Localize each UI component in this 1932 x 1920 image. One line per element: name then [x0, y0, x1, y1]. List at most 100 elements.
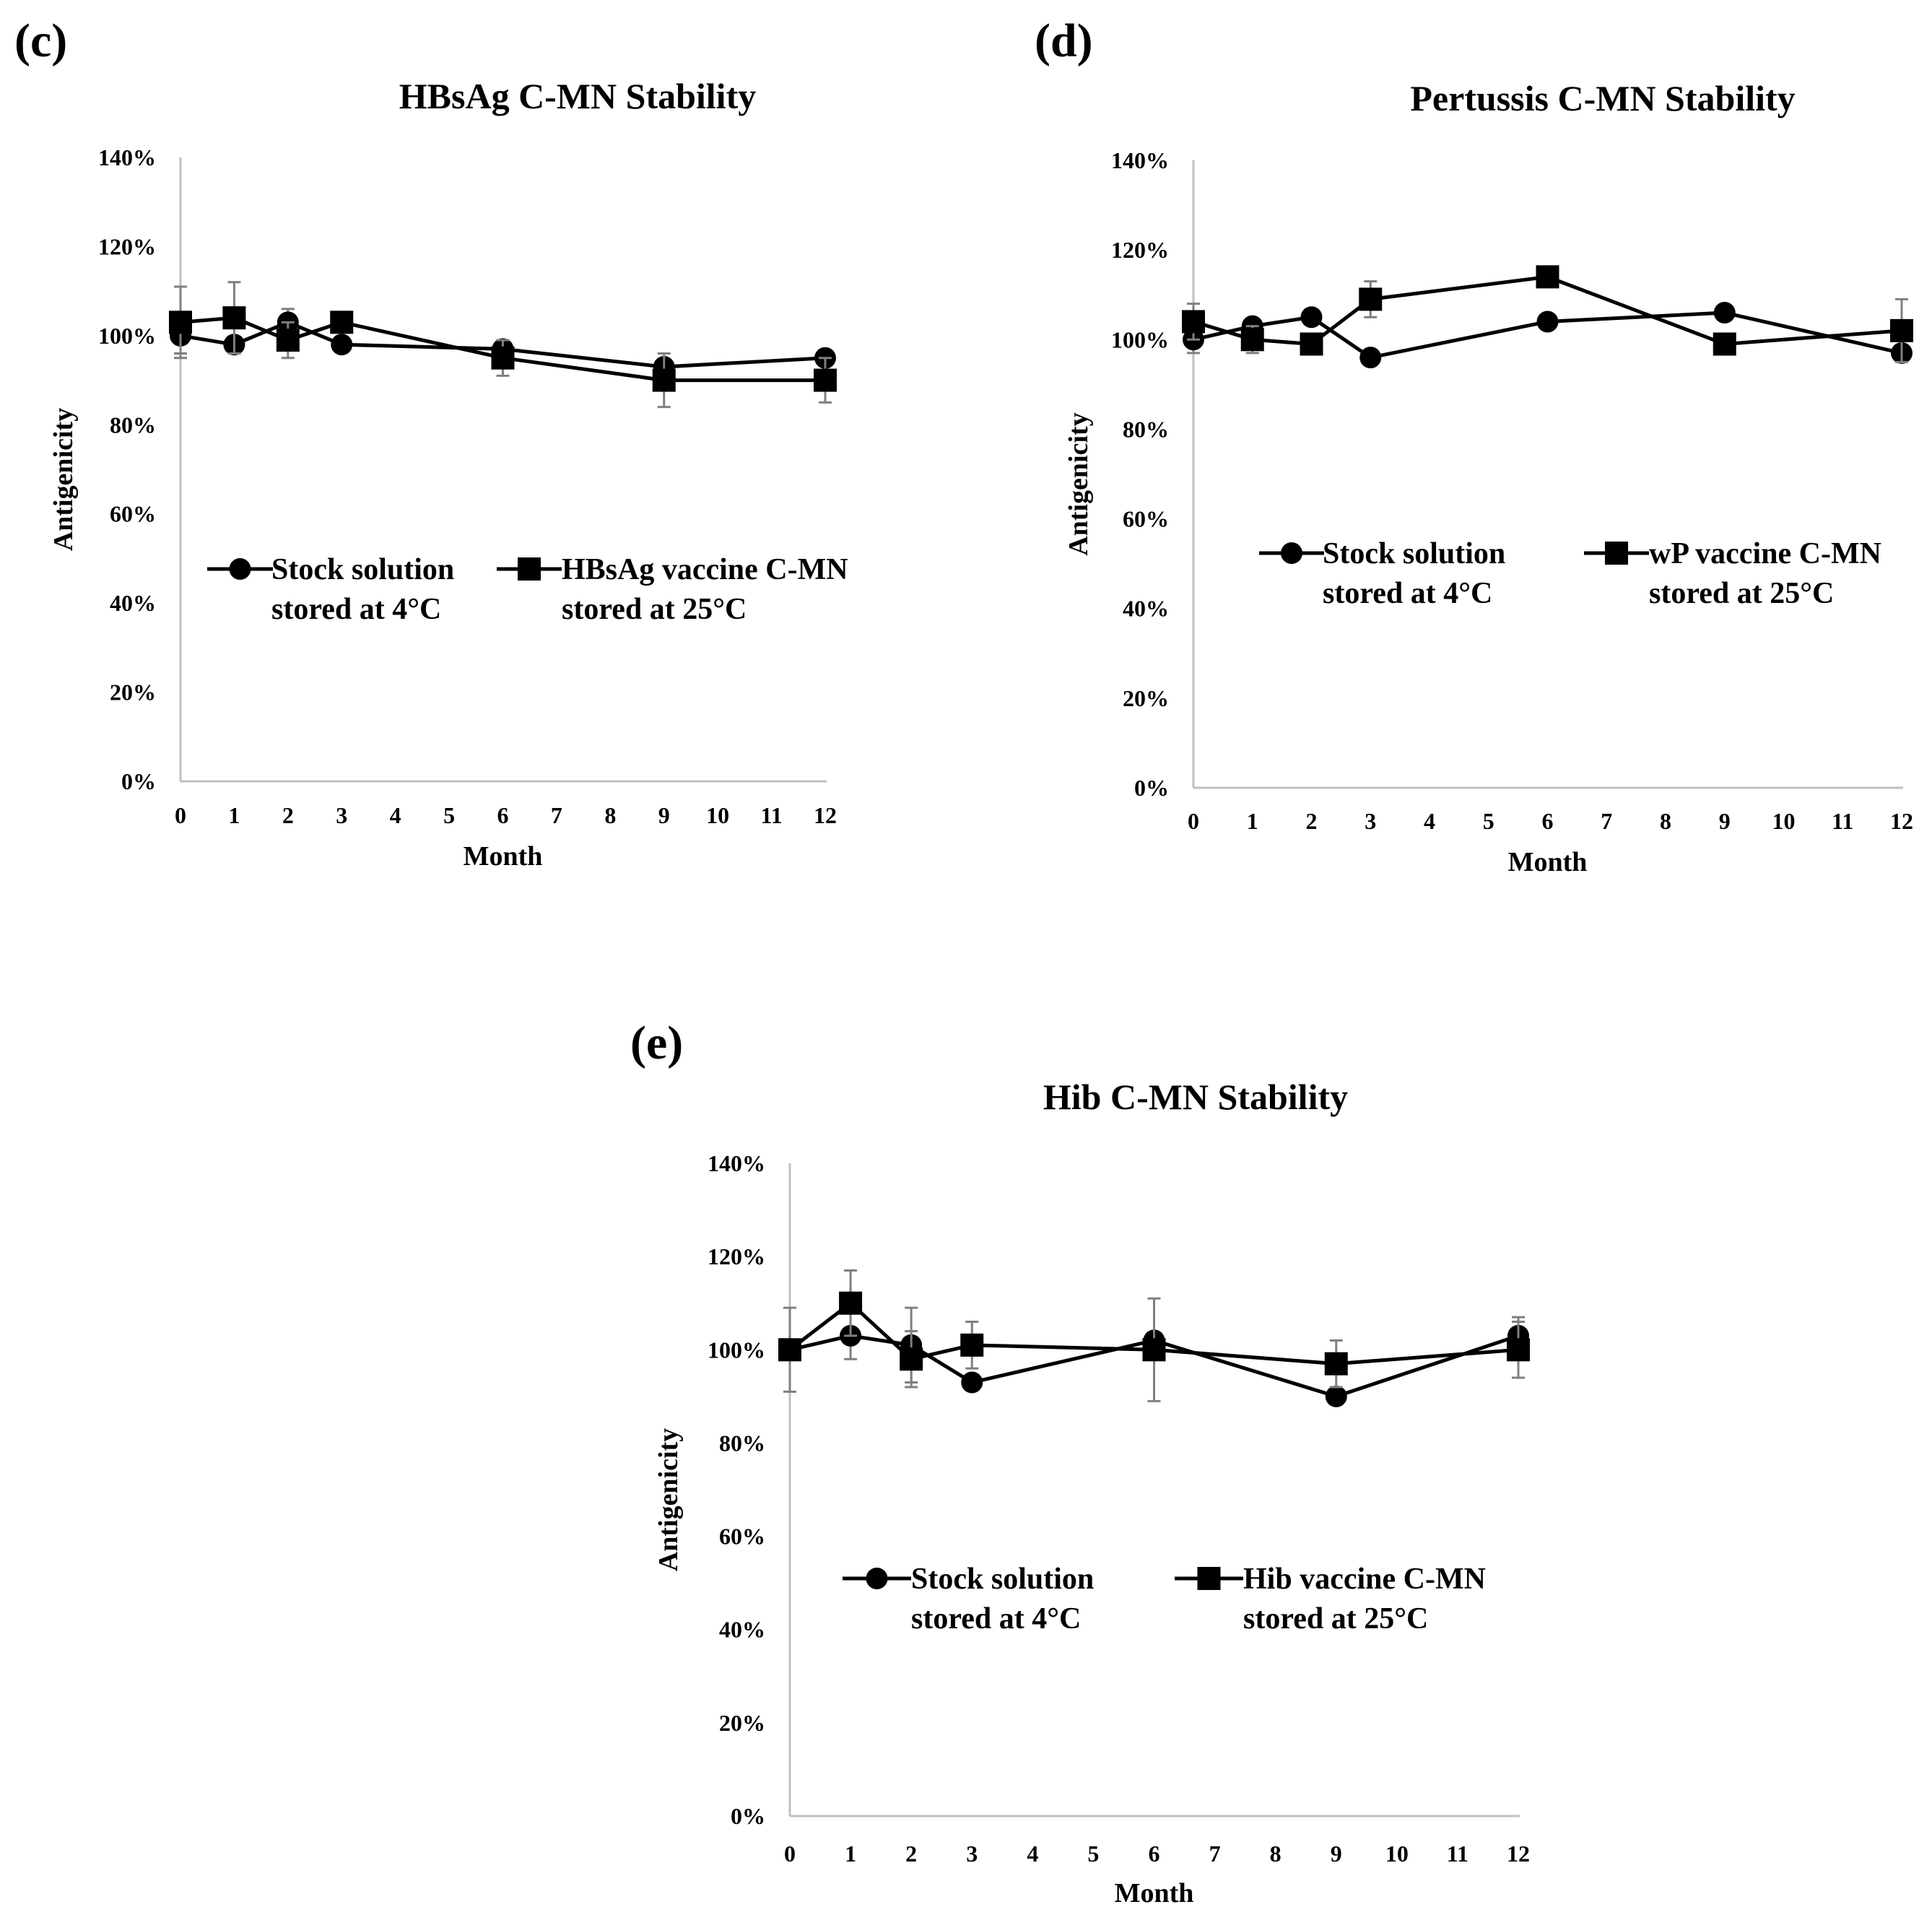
data-point-square: [1142, 1338, 1166, 1362]
data-point-square: [169, 310, 192, 334]
data-point-square: [1359, 287, 1383, 311]
legend-label: wP vaccine C-MN: [1649, 537, 1881, 570]
x-tick-label: 1: [228, 802, 240, 828]
panel-label: (c): [14, 14, 67, 67]
legend-label: stored at 4°C: [911, 1602, 1081, 1636]
data-point-square: [1182, 310, 1205, 334]
data-point-square: [900, 1347, 923, 1371]
data-point-circle: [1359, 347, 1382, 369]
x-tick-label: 10: [1385, 1841, 1409, 1867]
legend-label: HBsAg vaccine C-MN: [562, 553, 848, 586]
x-axis-title: Month: [1508, 847, 1588, 877]
x-tick-label: 1: [845, 1841, 856, 1867]
x-tick-label: 4: [1027, 1841, 1038, 1867]
data-point-square: [1536, 265, 1559, 289]
y-axis-title: Antigenicity: [1063, 412, 1094, 555]
x-tick-label: 4: [390, 802, 401, 828]
x-tick-label: 0: [784, 1841, 796, 1867]
y-tick-label: 40%: [1123, 596, 1169, 622]
legend-marker-square: [1605, 542, 1628, 565]
data-point-square: [652, 368, 676, 392]
x-tick-label: 5: [1483, 808, 1494, 834]
x-tick-label: 12: [814, 802, 837, 828]
legend-label: Stock solution: [911, 1563, 1094, 1596]
series-vaccine-c-mn: [778, 1269, 1530, 1402]
chart-title: Pertussis C-MN Stability: [1410, 78, 1795, 118]
x-tick-label: 12: [1507, 1841, 1530, 1867]
y-tick-label: 120%: [98, 233, 156, 259]
data-point-circle: [1300, 306, 1323, 329]
data-point-circle: [1536, 310, 1559, 333]
y-tick-label: 100%: [1111, 326, 1169, 352]
legend-entry: HBsAg vaccine C-MN stored at 25°C: [497, 553, 848, 626]
x-tick-label: 9: [1331, 1841, 1342, 1867]
data-point-square: [1300, 332, 1323, 356]
data-point-square: [1324, 1352, 1348, 1376]
y-axis-title: Antigenicity: [48, 408, 79, 551]
series-vaccine-c-mn: [169, 281, 837, 409]
data-point-circle: [1713, 302, 1736, 324]
legend-label: Stock solution: [1323, 537, 1505, 570]
x-tick-label: 4: [1424, 808, 1435, 834]
legend-marker-square: [1197, 1567, 1221, 1590]
chart-panel-1: (d)Pertussis C-MN Stability0%20%40%60%80…: [1035, 14, 1913, 877]
y-tick-label: 0%: [121, 768, 156, 794]
data-point-square: [1240, 328, 1264, 352]
y-tick-label: 60%: [110, 501, 156, 527]
x-axis-title: Month: [1115, 1878, 1194, 1908]
legend-marker-square: [518, 557, 541, 581]
y-tick-label: 20%: [1123, 685, 1169, 711]
data-point-square: [839, 1291, 863, 1315]
chart-panel-2: (e) Hib C-MN Stability 0% 20% 40% 60% 80% 100% 1…: [630, 1017, 1530, 1908]
chart-panel-0: (c)HBsAg C-MN Stability0%20%40%60%80%100…: [14, 14, 848, 872]
data-point-square: [1507, 1338, 1530, 1362]
x-tick-label: 0: [175, 802, 186, 828]
legend-label: Hib vaccine C-MN: [1243, 1563, 1486, 1596]
data-point-square: [960, 1333, 984, 1357]
legend-entry: Hib vaccine C-MN stored at 25°C: [1175, 1563, 1486, 1636]
y-tick-label: 20%: [719, 1710, 765, 1736]
series-stock-solution: [1183, 302, 1913, 369]
data-point-square: [814, 368, 837, 392]
data-point-circle: [331, 334, 353, 356]
x-tick-label: 5: [1087, 1841, 1099, 1867]
y-tick-label: 100%: [98, 323, 156, 349]
x-tick-label: 2: [1306, 808, 1318, 834]
y-tick-label: 60%: [719, 1524, 765, 1550]
y-axis-title: Antigenicity: [653, 1428, 684, 1571]
x-tick-label: 0: [1188, 808, 1199, 834]
chart-title: HBsAg C-MN Stability: [399, 76, 756, 116]
y-tick-label: 0%: [731, 1803, 765, 1829]
legend-label: stored at 25°C: [562, 593, 747, 626]
legend-entry: Stock solution stored at 4°C: [843, 1563, 1094, 1636]
legend-entry: Stock solution stored at 4°C: [207, 553, 454, 626]
x-tick-label: 11: [1832, 808, 1853, 834]
y-tick-label: 140%: [98, 144, 156, 170]
x-tick-label: 10: [706, 802, 729, 828]
y-tick-label: 60%: [1123, 506, 1169, 532]
data-point-square: [276, 329, 300, 352]
x-tick-label: 12: [1890, 808, 1913, 834]
legend-label: stored at 25°C: [1243, 1602, 1428, 1636]
y-tick-label: 120%: [708, 1243, 765, 1269]
x-tick-label: 7: [1209, 1841, 1221, 1867]
panel-label: (e): [630, 1017, 683, 1069]
y-tick-label: 80%: [719, 1430, 765, 1456]
x-tick-label: 5: [443, 802, 455, 828]
x-tick-label: 11: [760, 802, 782, 828]
y-tick-label: 120%: [1111, 237, 1169, 263]
x-tick-label: 8: [604, 802, 616, 828]
y-tick-label: 0%: [1134, 775, 1169, 801]
x-tick-label: 6: [1542, 808, 1554, 834]
data-point-square: [491, 346, 515, 370]
x-tick-label: 9: [1719, 808, 1731, 834]
x-tick-label: 10: [1772, 808, 1796, 834]
data-point-square: [330, 310, 354, 334]
x-tick-label: 3: [966, 1841, 978, 1867]
data-point-square: [778, 1338, 801, 1362]
data-point-square: [222, 306, 246, 330]
x-tick-label: 2: [905, 1841, 917, 1867]
data-point-circle: [961, 1371, 983, 1394]
legend-marker-circle: [1281, 542, 1302, 564]
